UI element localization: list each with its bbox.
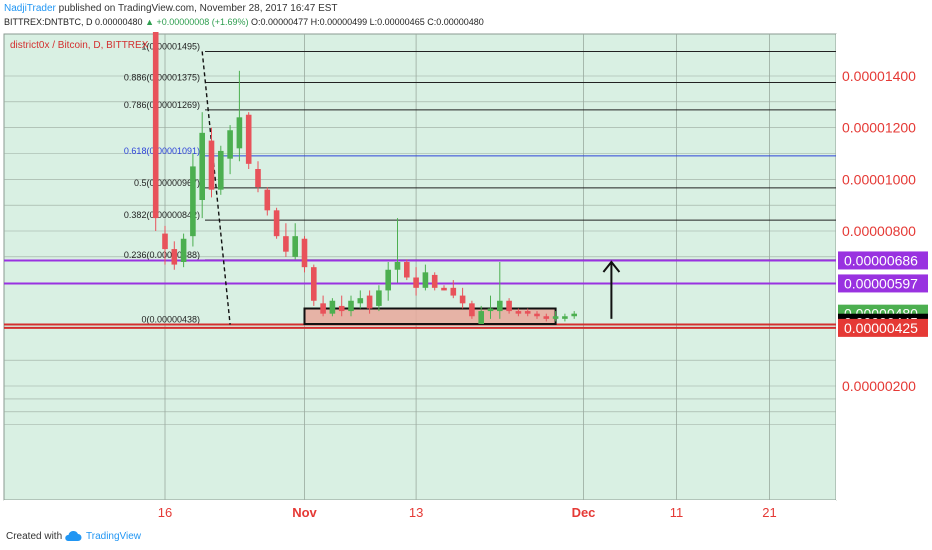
- created-with-text: Created with: [6, 531, 63, 542]
- candle-body: [376, 290, 382, 306]
- candle-body: [571, 313, 577, 317]
- price-tag-label: 0.00000425: [844, 320, 918, 336]
- candle-body: [524, 311, 531, 314]
- candle-body: [497, 300, 503, 312]
- candle-body: [236, 117, 243, 149]
- candle-body: [245, 114, 252, 164]
- candle-body: [394, 262, 401, 270]
- publish-text: published on TradingView.com, November 2…: [55, 3, 338, 14]
- candle-body: [311, 267, 317, 301]
- candle-body: [385, 269, 391, 291]
- candle-body: [366, 295, 373, 309]
- price-change: ▲ +0.00000008 (+1.69%): [145, 17, 249, 27]
- candle-body: [283, 236, 289, 252]
- candle-body: [292, 236, 298, 257]
- candle-body: [431, 274, 438, 288]
- candle-body: [338, 305, 345, 312]
- chart-header: NadjiTrader published on TradingView.com…: [0, 0, 932, 32]
- author-link[interactable]: NadjiTrader: [4, 3, 56, 14]
- y-tick-label: 0.00001200: [842, 120, 916, 136]
- candle-body: [515, 311, 522, 314]
- footer: Created with TradingView: [0, 524, 932, 550]
- plot-background: [3, 33, 837, 501]
- tradingview-cloud-icon: [65, 530, 82, 541]
- fib-level-label: 0.236(0.00000688): [124, 250, 200, 260]
- candle-body: [152, 32, 159, 219]
- x-tick-label: 11: [670, 505, 684, 520]
- price-tag: [838, 251, 928, 270]
- tradingview-brand[interactable]: TradingView: [86, 531, 142, 542]
- candle-body: [487, 308, 494, 312]
- price-tag: [838, 274, 928, 293]
- candle-body: [459, 295, 466, 304]
- fib-level-label: 1(0.00001495): [141, 41, 200, 51]
- candle-body: [273, 210, 280, 237]
- x-tick-label: 21: [762, 505, 776, 520]
- y-tick-label: 0.00001400: [842, 68, 916, 84]
- candle-body: [190, 166, 196, 237]
- candle-body: [180, 238, 187, 262]
- candle-body: [264, 189, 271, 211]
- price-tag-label: 0.00000597: [844, 275, 918, 291]
- publish-info: NadjiTrader published on TradingView.com…: [4, 3, 338, 14]
- fib-level-label: 0.786(0.00001269): [124, 100, 200, 110]
- candle-body: [329, 300, 336, 314]
- candle-body: [199, 132, 205, 200]
- fib-level-label: 0.5(0.00000967): [134, 178, 200, 188]
- price-chart[interactable]: 1.272(0.00001632)1(0.00001495)0.886(0.00…: [0, 32, 932, 524]
- candle-body: [413, 277, 419, 288]
- fib-level-label: 0.618(0.00001091): [124, 146, 200, 156]
- price-tag: [838, 318, 928, 337]
- candle-body: [162, 233, 168, 250]
- candle-body: [301, 238, 308, 268]
- y-tick-label: 0.00001000: [842, 171, 916, 187]
- candle-body: [320, 303, 326, 314]
- price-tag-label: 0.00000686: [844, 252, 918, 268]
- candle-body: [404, 262, 410, 278]
- x-tick-label: 16: [158, 505, 172, 520]
- time-axis: [4, 500, 836, 524]
- fib-level-label: 0.382(0.00000842): [124, 210, 200, 220]
- x-tick-label: Nov: [292, 505, 317, 520]
- ohlc-prefix: BITTREX:DNTBTC, D 0.00000480: [4, 17, 146, 27]
- candle-body: [441, 287, 447, 291]
- fib-level-label: 0(0.00000438): [141, 315, 200, 325]
- candle-body: [562, 316, 568, 319]
- candle-body: [218, 150, 224, 190]
- candle-body: [422, 272, 429, 288]
- y-tick-label: 0.00000800: [842, 223, 916, 239]
- candle-body: [506, 300, 512, 312]
- y-tick-label: 0.00000200: [842, 378, 916, 394]
- candle-body: [348, 300, 354, 312]
- candle-body: [478, 311, 484, 324]
- x-tick-label: 13: [409, 505, 423, 520]
- candle-body: [171, 249, 178, 265]
- ohlc-values: O:0.00000477 H:0.00000499 L:0.00000465 C…: [248, 17, 484, 27]
- candle-body: [552, 316, 559, 319]
- candle-body: [357, 298, 364, 304]
- target-arrow-head: [602, 260, 621, 273]
- candle-body: [227, 130, 233, 159]
- candle-body: [543, 316, 550, 319]
- candle-body: [469, 303, 475, 317]
- symbol-label: district0x / Bitcoin, D, BITTREX: [10, 40, 149, 51]
- ohlc-info: BITTREX:DNTBTC, D 0.00000480 ▲ +0.000000…: [4, 17, 484, 27]
- candle-body: [255, 169, 261, 188]
- candle-body: [450, 287, 457, 296]
- trend-line: [201, 51, 231, 325]
- x-tick-label: Dec: [572, 505, 596, 520]
- fib-level-label: 0.886(0.00001375): [124, 72, 200, 82]
- candle-body: [208, 140, 215, 190]
- candle-body: [534, 313, 540, 317]
